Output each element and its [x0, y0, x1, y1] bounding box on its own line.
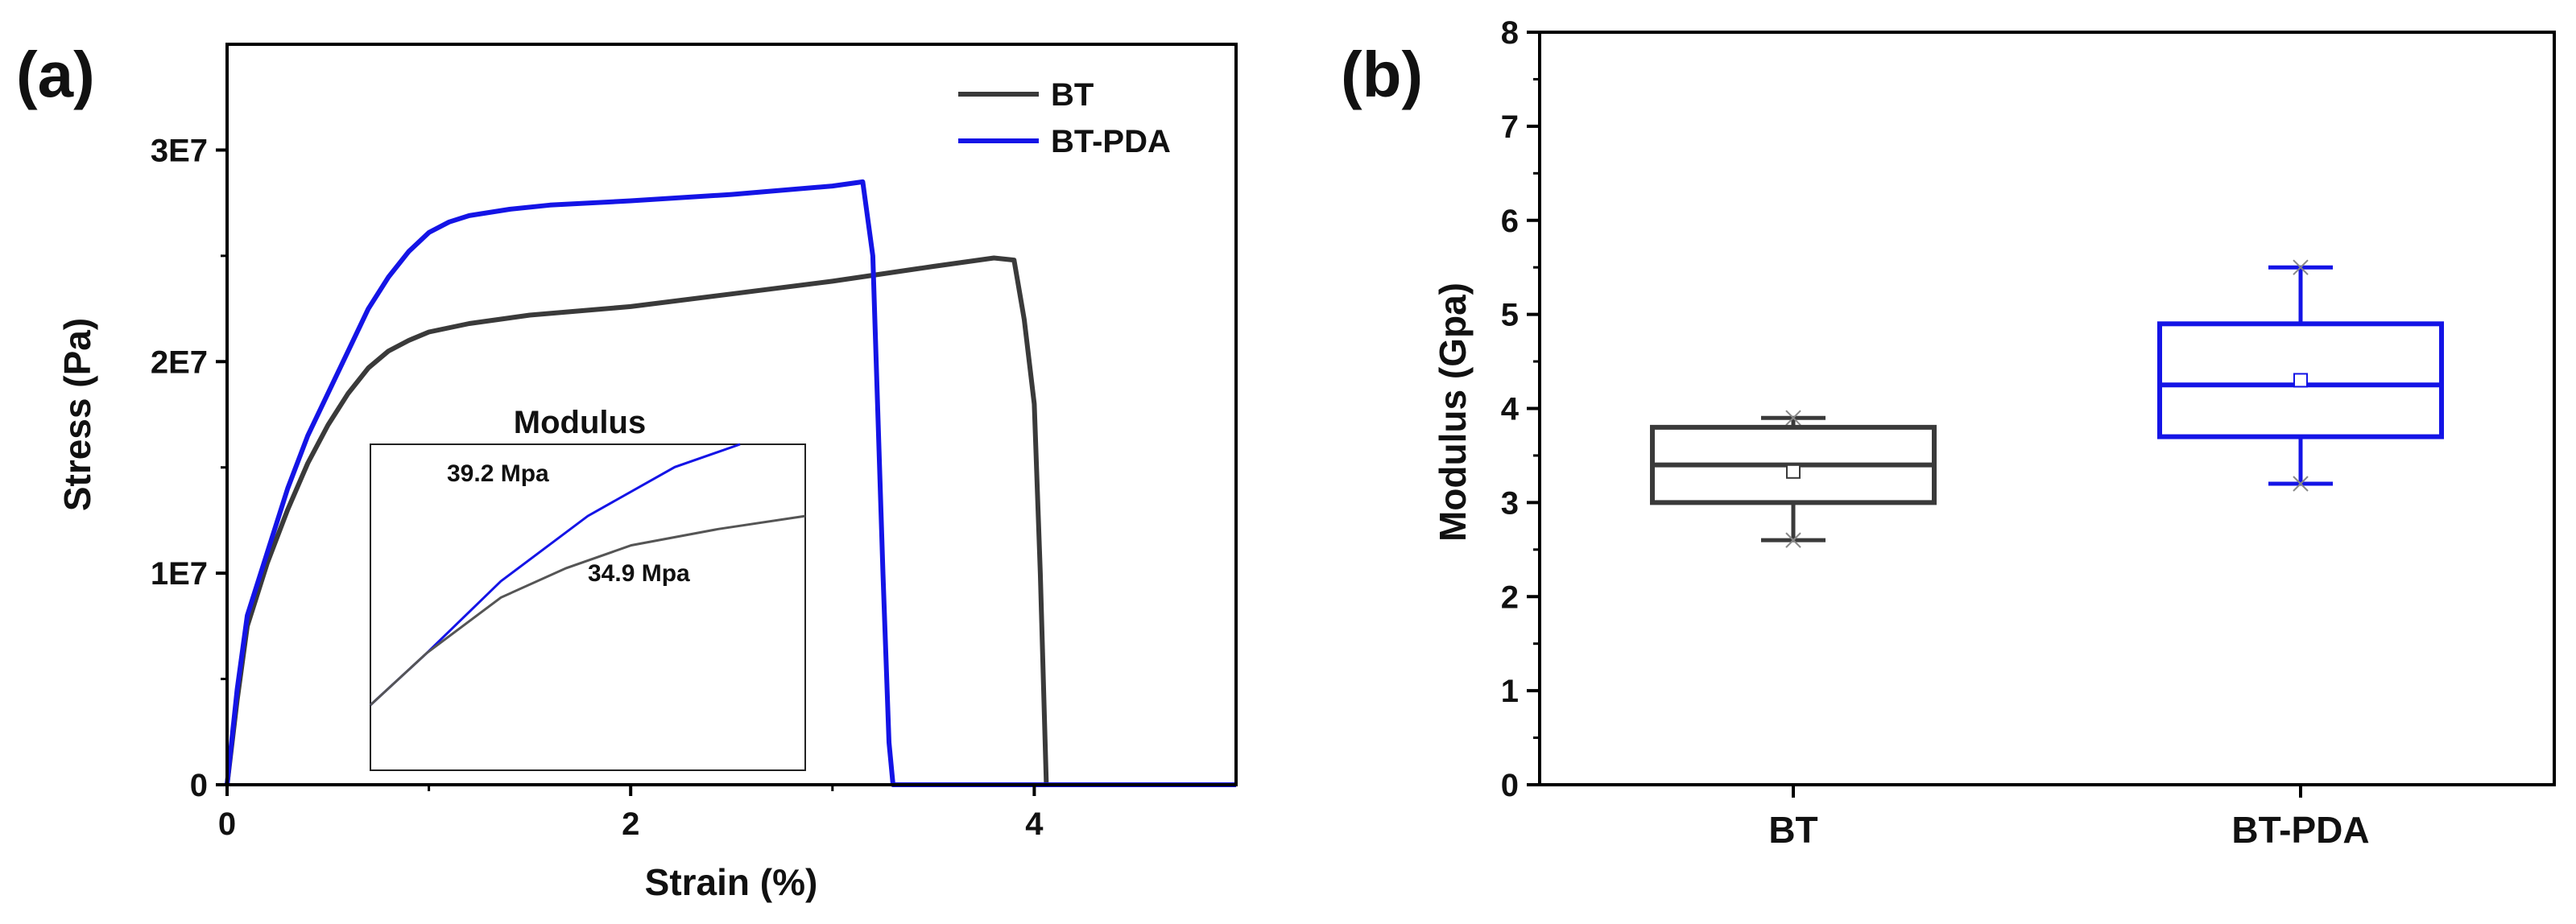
- panel-a-label: (a): [16, 39, 95, 110]
- inset-label-bt: 34.9 Mpa: [588, 560, 690, 587]
- b-y-tick-label-5: 5: [1501, 298, 1519, 333]
- mean-marker-bt: [1787, 465, 1800, 478]
- box-plots: [1652, 260, 2442, 547]
- x-tick-label-4: 4: [1025, 806, 1044, 842]
- y-tick-label-0: 0: [190, 768, 208, 803]
- legend: BT BT-PDA: [958, 77, 1171, 159]
- b-y-tick-label-0: 0: [1501, 768, 1519, 803]
- y-tick-label-3e7: 3E7: [151, 133, 208, 168]
- x-axis-title: Strain (%): [645, 861, 818, 903]
- inset-title: Modulus: [514, 405, 646, 440]
- b-y-tick-label-3: 3: [1501, 485, 1519, 521]
- legend-label-bt-pda: BT-PDA: [1051, 124, 1171, 159]
- box-bt: [1652, 410, 1934, 547]
- y-axis-title: Stress (Pa): [56, 318, 98, 511]
- b-x-tick-label-bt: BT: [1768, 809, 1817, 851]
- inset-label-bt-pda: 39.2 Mpa: [447, 460, 549, 487]
- y-axis-title-b: Modulus (Gpa): [1432, 283, 1474, 542]
- b-y-tick-label-8: 8: [1501, 15, 1519, 51]
- b-y-tick-label-7: 7: [1501, 109, 1519, 145]
- b-y-tick-label-2: 2: [1501, 580, 1519, 615]
- x-tick-label-0: 0: [218, 806, 236, 842]
- y-tick-label-2e7: 2E7: [151, 344, 208, 380]
- panel-b-modulus-box: (b) 0 1 2 3 4 5 6 7 8 BT BT-PDA Modulus (Gpa): [1341, 15, 2554, 851]
- modulus-inset: Modulus 39.2 Mpa 34.9 Mpa: [370, 405, 805, 770]
- x-tick-label-2: 2: [622, 806, 639, 842]
- panel-b-plot-frame: [1540, 32, 2554, 785]
- mean-marker-bt-pda: [2294, 373, 2307, 386]
- inset-frame: [370, 444, 805, 770]
- b-y-tick-label-4: 4: [1501, 392, 1520, 427]
- y-tick-label-1e7: 1E7: [151, 556, 208, 592]
- b-y-tick-label-1: 1: [1501, 674, 1519, 709]
- b-y-tick-label-6: 6: [1501, 204, 1519, 239]
- legend-label-bt: BT: [1051, 77, 1094, 113]
- figure: (a) Modulus 39.2 Mpa 34.9 Mpa 0 2 4 0 1E7 2E7…: [0, 0, 2576, 924]
- box-bt-pda: [2160, 260, 2442, 491]
- b-x-tick-label-bt-pda: BT-PDA: [2231, 809, 2369, 851]
- panel-a-stress-strain: (a) Modulus 39.2 Mpa 34.9 Mpa 0 2 4 0 1E7 2E7…: [16, 39, 1236, 903]
- panel-b-label: (b): [1341, 39, 1423, 110]
